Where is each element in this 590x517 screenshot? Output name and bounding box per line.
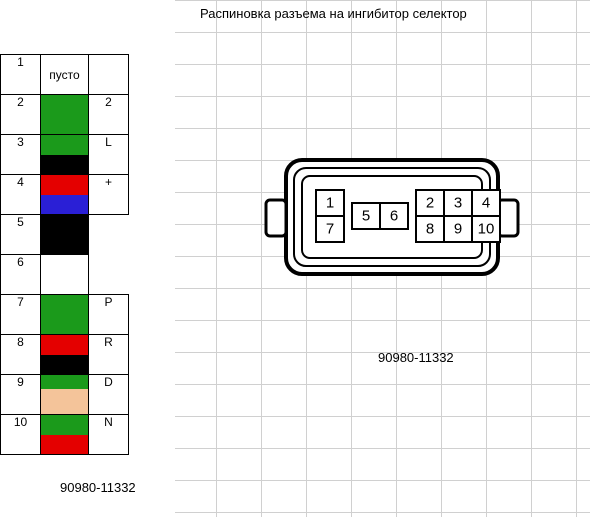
pin-color [41,375,89,415]
pin-label: + [89,175,129,215]
pin-color [41,255,89,295]
color-stripe [41,195,88,215]
pin-label: 2 [89,95,129,135]
pinout-row: 4+ [1,175,129,215]
color-stripe [41,215,88,254]
pin-number: 1 [1,55,41,95]
connector-pin-label: 8 [426,221,434,238]
connector-pin-label: 7 [326,221,334,238]
pin-number: 3 [1,135,41,175]
pinout-row: 5 [1,215,129,255]
pin-label: R [89,335,129,375]
pinout-row: 7P [1,295,129,335]
pin-color [41,135,89,175]
pin-color [41,295,89,335]
color-stripe [41,375,88,389]
color-stripe [41,335,88,355]
connector-pin-label: 3 [454,195,462,212]
pinout-row: 8R [1,335,129,375]
color-stripe [41,435,88,455]
color-stripe [41,295,88,334]
pinout-row: 10 N [1,415,129,455]
pin-color [41,335,89,375]
pinout-row: 22 [1,95,129,135]
pin-label: D [89,375,129,415]
pin-label: пусто [49,68,79,82]
color-stripe [41,95,88,134]
pin-color: пусто [41,55,89,95]
color-stripe [41,175,88,195]
pin-label [89,55,129,95]
color-stripe [41,155,88,175]
pinout-table: 1пусто223L4+567P8R9D10N [0,54,129,455]
pinout-row: 6 [1,255,129,295]
pin-label: P [89,295,129,335]
pin-color [41,95,89,135]
color-stripe [41,135,88,155]
pin-number: 7 [1,295,41,335]
pin-label: N [89,415,129,455]
connector-pin-label: 2 [426,195,434,212]
pin-number: 8 [1,335,41,375]
connector-pin-label: 10 [478,221,495,238]
part-number-right: 90980-11332 [378,350,454,365]
color-stripe [41,389,88,414]
connector-diagram: 1 7 5 6 2 3 4 8 9 10 [262,146,522,296]
pin-color [41,175,89,215]
color-stripe [41,255,88,294]
pin-number: 5 [1,215,41,255]
connector-pin-label: 1 [326,195,334,212]
part-number-left: 90980-11332 [60,480,136,495]
connector-pin-label: 5 [362,208,370,225]
color-stripe [41,355,88,375]
pinout-row: 3L [1,135,129,175]
connector-pin-label: 4 [482,195,490,212]
connector-pin-label: 6 [390,208,398,225]
color-stripe [41,415,88,435]
pin-number: 2 [1,95,41,135]
pin-label [89,215,129,255]
connector-pin-label: 9 [454,221,462,238]
pin-label: L [89,135,129,175]
pinout-row: 9D [1,375,129,415]
pin-color [41,415,89,455]
pin-number: 10 [1,415,41,455]
pin-color [41,215,89,255]
pin-number: 9 [1,375,41,415]
connector-outline [266,200,286,236]
pin-number: 4 [1,175,41,215]
page-title: Распиновка разъема на ингибитор селектор [200,6,467,21]
pinout-row: 1 пусто [1,55,129,95]
pin-label [89,255,129,295]
pin-number: 6 [1,255,41,295]
